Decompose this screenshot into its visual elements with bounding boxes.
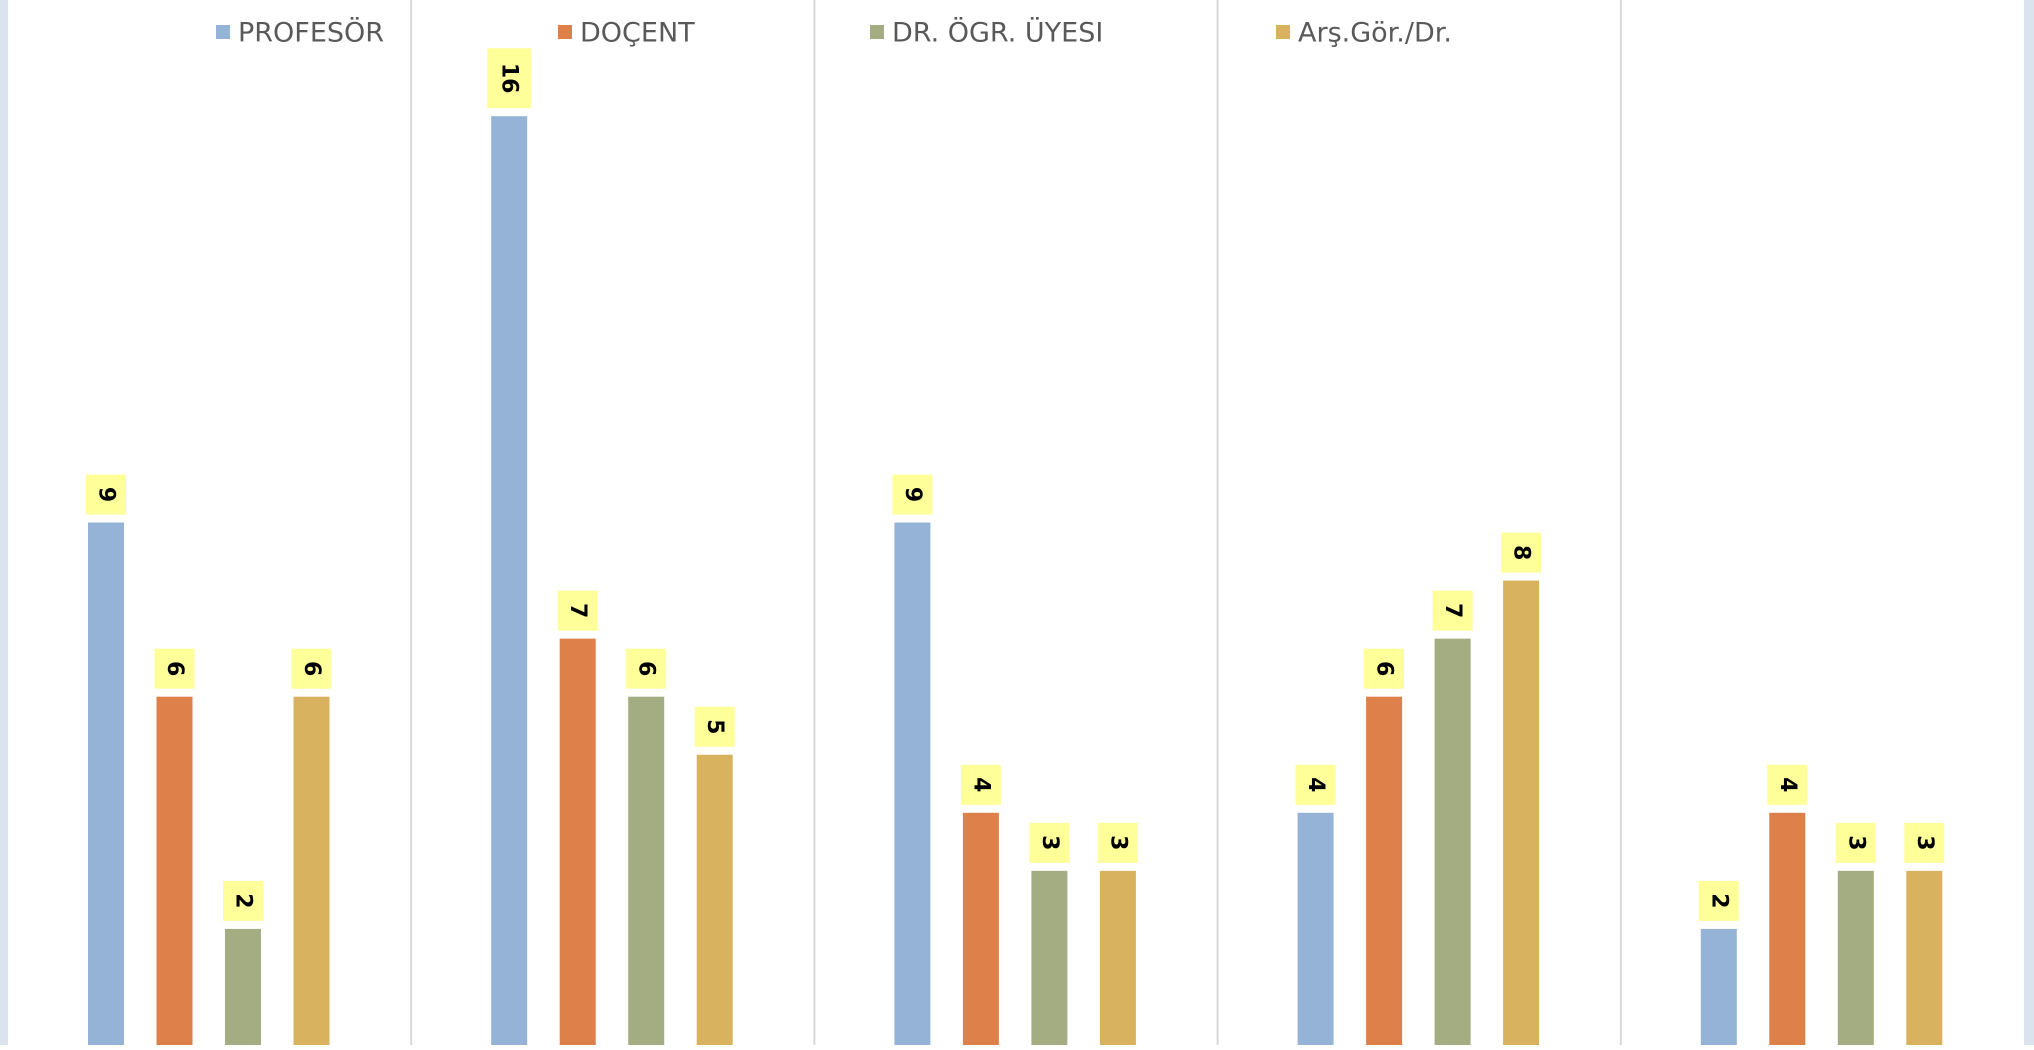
- bar: [1099, 870, 1136, 1045]
- page-edge-left: [0, 0, 8, 1045]
- bar: [1700, 928, 1737, 1045]
- data-label: 6: [1372, 661, 1397, 676]
- data-label-background: [1097, 822, 1138, 863]
- bar: [1366, 696, 1403, 1045]
- legend-label: DOÇENT: [580, 18, 695, 49]
- legend-swatch: [558, 25, 572, 39]
- data-label: 4: [1775, 777, 1800, 792]
- data-label-background: [1295, 764, 1336, 805]
- bar: [1031, 870, 1068, 1045]
- data-label-background: [892, 474, 933, 515]
- legend: PROFESÖR DOÇENT DR. ÖGR. ÜYESI Arş.Gör./Dr.: [216, 17, 1452, 49]
- data-label-background: [291, 648, 332, 689]
- bar: [491, 116, 528, 1045]
- data-label-background: [626, 648, 667, 689]
- page-edge-right: [2024, 0, 2034, 1045]
- data-label: 6: [634, 661, 659, 676]
- data-label: 4: [1303, 777, 1328, 792]
- data-label-background: [960, 764, 1001, 805]
- data-label-background: [1432, 590, 1473, 631]
- bar: [1906, 870, 1943, 1045]
- data-label: 3: [1843, 835, 1868, 850]
- legend-swatch: [1276, 25, 1290, 39]
- data-label: 7: [1440, 603, 1465, 618]
- bar: [696, 754, 733, 1045]
- data-label-background: [1904, 822, 1945, 863]
- bar: [1769, 812, 1806, 1045]
- legend-swatch: [216, 25, 230, 39]
- data-label-background: [694, 706, 735, 747]
- data-label-background: [1698, 880, 1739, 921]
- bar: [88, 522, 124, 1045]
- data-label-background: [223, 880, 263, 921]
- bar: [1434, 638, 1471, 1045]
- bar: [962, 812, 999, 1045]
- legend-label: Arş.Gör./Dr.: [1298, 18, 1452, 49]
- bar: [1837, 870, 1874, 1045]
- data-label: 16: [497, 63, 522, 94]
- data-label-background: [1767, 764, 1808, 805]
- data-label: 3: [1105, 835, 1130, 850]
- data-label-background: [1501, 532, 1542, 573]
- bar: [559, 638, 596, 1045]
- data-label-background: [1835, 822, 1876, 863]
- data-label: 3: [1037, 835, 1062, 850]
- data-label: 9: [900, 487, 925, 502]
- data-label-background: [86, 474, 126, 515]
- legend-swatch: [870, 25, 884, 39]
- data-label: 6: [299, 661, 324, 676]
- bar: [293, 696, 330, 1045]
- bar: [1503, 580, 1540, 1045]
- legend-label: PROFESÖR: [238, 17, 384, 49]
- data-label: 2: [231, 893, 256, 908]
- data-label: 4: [968, 777, 993, 792]
- data-label-background: [487, 48, 532, 109]
- data-label: 9: [94, 487, 119, 502]
- data-label: 5: [702, 719, 727, 734]
- legend-label: DR. ÖGR. ÜYESI: [892, 17, 1103, 49]
- data-label: 8: [1509, 545, 1534, 560]
- data-label: 2: [1706, 893, 1731, 908]
- data-label-background: [154, 648, 195, 689]
- data-label: 3: [1912, 835, 1937, 850]
- bar: [894, 522, 931, 1045]
- bar: [225, 928, 261, 1045]
- bar: [1297, 812, 1334, 1045]
- bar: [628, 696, 665, 1045]
- data-label-background: [1364, 648, 1405, 689]
- data-label: 7: [565, 603, 590, 618]
- bar: [156, 696, 193, 1045]
- data-label: 6: [162, 661, 187, 676]
- data-label-background: [1029, 822, 1070, 863]
- data-label-background: [557, 590, 598, 631]
